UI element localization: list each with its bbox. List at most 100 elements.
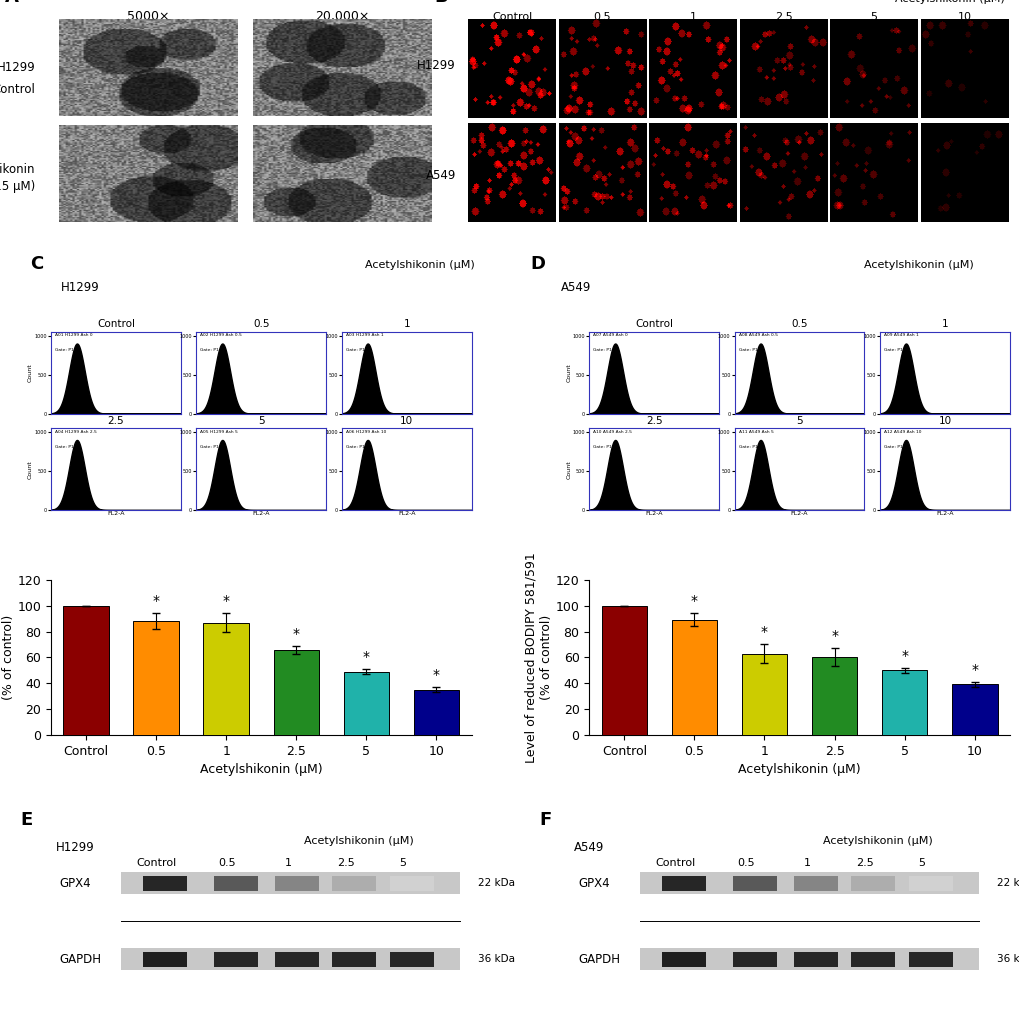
Text: 5: 5	[796, 416, 802, 426]
Text: Gate: P1: Gate: P1	[200, 348, 219, 352]
Text: Gate: P1: Gate: P1	[883, 348, 902, 352]
Text: 10: 10	[399, 416, 413, 426]
Bar	[908, 952, 952, 966]
X-axis label: Acetylshikonin (μM): Acetylshikonin (μM)	[738, 764, 860, 776]
X-axis label: FL2-A: FL2-A	[397, 511, 415, 517]
Text: Gate: P1: Gate: P1	[883, 445, 902, 449]
Text: 0.5: 0.5	[253, 319, 269, 329]
Text: E: E	[20, 811, 33, 828]
Y-axis label: Level of reduced BODIPY 581/591
(% of control): Level of reduced BODIPY 581/591 (% of co…	[0, 552, 14, 762]
Y-axis label: Count: Count	[28, 460, 33, 478]
Bar	[811, 658, 857, 735]
Text: 0.5: 0.5	[737, 858, 754, 868]
Bar	[389, 952, 433, 966]
Bar	[671, 619, 716, 735]
Text: 1: 1	[403, 319, 410, 329]
Bar	[343, 672, 389, 735]
Text: H1299: H1299	[417, 59, 455, 72]
Text: 2.5: 2.5	[645, 416, 661, 426]
Bar	[121, 948, 460, 970]
Bar	[794, 876, 838, 890]
Text: 0.5: 0.5	[218, 858, 235, 868]
Text: F: F	[539, 811, 551, 828]
Text: Gate: P1: Gate: P1	[55, 348, 73, 352]
Text: 36 kDa: 36 kDa	[996, 954, 1019, 964]
Bar	[63, 606, 109, 735]
X-axis label: FL2-A: FL2-A	[790, 511, 807, 517]
Text: 5: 5	[399, 858, 406, 868]
Text: *: *	[222, 595, 229, 608]
Text: Acetylshikonin (μM): Acetylshikonin (μM)	[364, 259, 474, 270]
Text: A10 A549 Ash 2.5: A10 A549 Ash 2.5	[593, 430, 632, 434]
Text: Acetylshikonin (μM): Acetylshikonin (μM)	[822, 836, 931, 846]
Text: Control: Control	[491, 12, 532, 23]
Text: Control: Control	[0, 83, 36, 97]
Text: 10: 10	[937, 416, 951, 426]
Text: 36 kDa: 36 kDa	[477, 954, 515, 964]
Text: *: *	[432, 668, 439, 682]
Text: 5: 5	[917, 858, 924, 868]
X-axis label: FL2-A: FL2-A	[107, 511, 124, 517]
Text: Acetylshikonin: Acetylshikonin	[0, 163, 36, 176]
Text: 20,000×: 20,000×	[315, 10, 369, 24]
Text: Gate: P1: Gate: P1	[738, 445, 756, 449]
Text: Gate: P1: Gate: P1	[738, 348, 756, 352]
Text: 1: 1	[689, 12, 696, 23]
Bar	[414, 689, 459, 735]
Text: Control: Control	[655, 858, 695, 868]
Text: Acetylshikonin (μM): Acetylshikonin (μM)	[894, 0, 1004, 4]
Bar	[389, 876, 433, 890]
Bar	[275, 876, 319, 890]
Text: 1: 1	[941, 319, 948, 329]
X-axis label: Acetylshikonin (μM): Acetylshikonin (μM)	[200, 764, 322, 776]
Text: C: C	[31, 255, 44, 273]
Text: D: D	[530, 255, 545, 273]
Text: A09 A549 Ash 1: A09 A549 Ash 1	[883, 333, 918, 338]
Text: Gate: P1: Gate: P1	[200, 445, 219, 449]
Bar	[144, 952, 187, 966]
Text: *: *	[970, 663, 977, 677]
Text: H1299: H1299	[0, 61, 36, 74]
Y-axis label: Count: Count	[566, 363, 571, 382]
Text: GAPDH: GAPDH	[60, 953, 102, 965]
Text: GPX4: GPX4	[60, 877, 92, 890]
Text: A08 A549 Ash 0.5: A08 A549 Ash 0.5	[738, 333, 776, 338]
Text: 2.5: 2.5	[107, 416, 124, 426]
Text: 0.5: 0.5	[791, 319, 807, 329]
Y-axis label: Level of reduced BODIPY 581/591
(% of control): Level of reduced BODIPY 581/591 (% of co…	[525, 552, 552, 762]
Text: 22 kDa: 22 kDa	[477, 878, 515, 888]
Text: Gate: P1: Gate: P1	[593, 348, 611, 352]
Text: Gate: P1: Gate: P1	[593, 445, 611, 449]
Text: *: *	[760, 626, 767, 639]
Text: Control: Control	[635, 319, 673, 329]
Text: A549: A549	[574, 841, 604, 854]
Text: Control: Control	[137, 858, 176, 868]
Y-axis label: Count: Count	[28, 363, 33, 382]
Text: 10: 10	[957, 12, 970, 23]
Bar	[214, 876, 258, 890]
Bar	[133, 622, 178, 735]
Y-axis label: Count: Count	[566, 460, 571, 478]
X-axis label: FL2-A: FL2-A	[253, 511, 270, 517]
Text: A05 H1299 Ash 5: A05 H1299 Ash 5	[200, 430, 237, 434]
Text: A12 A549 Ash 10: A12 A549 Ash 10	[883, 430, 920, 434]
Text: *: *	[690, 595, 697, 608]
Text: A: A	[4, 0, 18, 6]
Text: Control: Control	[97, 319, 135, 329]
Text: 5000×: 5000×	[126, 10, 169, 24]
Bar	[661, 952, 705, 966]
Bar	[640, 948, 978, 970]
Text: 5: 5	[869, 12, 876, 23]
Text: A06 H1299 Ash 10: A06 H1299 Ash 10	[345, 430, 385, 434]
Text: 2.5: 2.5	[336, 858, 355, 868]
Text: A01 H1299 Ash 0: A01 H1299 Ash 0	[55, 333, 93, 338]
Bar	[273, 649, 319, 735]
Bar	[332, 952, 376, 966]
Text: A11 A549 Ash 5: A11 A549 Ash 5	[738, 430, 772, 434]
Text: A03 H1299 Ash 1: A03 H1299 Ash 1	[345, 333, 383, 338]
Bar	[601, 606, 646, 735]
Bar	[640, 872, 978, 894]
Text: H1299: H1299	[61, 281, 100, 294]
Bar	[144, 876, 187, 890]
Bar	[908, 876, 952, 890]
